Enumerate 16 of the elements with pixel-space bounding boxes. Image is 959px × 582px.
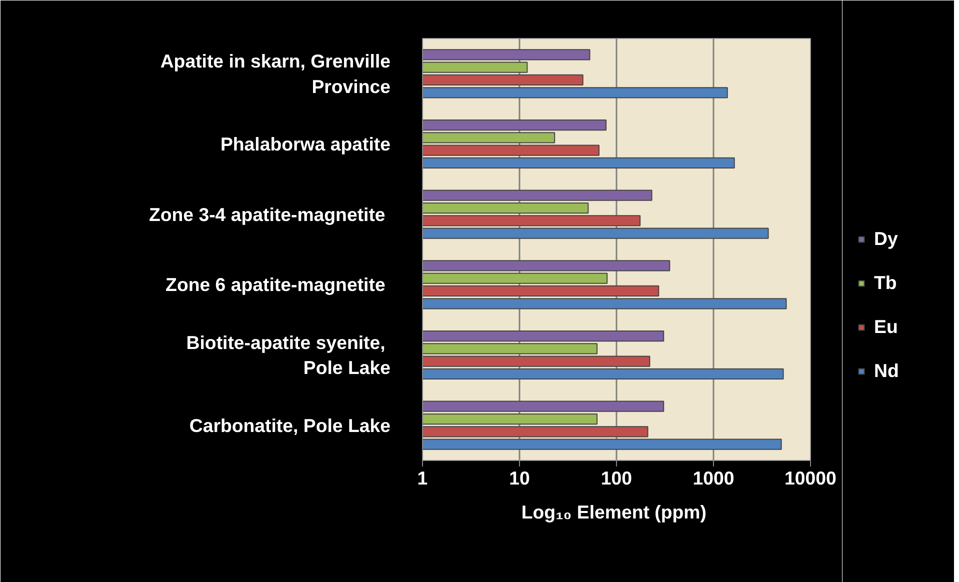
y-tick-label: Phalaborwa apatite (220, 134, 391, 154)
x-tick-label: 100 (600, 468, 632, 488)
legend-label: Tb (874, 272, 898, 294)
legend-label: Eu (874, 316, 899, 338)
x-tick-label: 1000 (692, 468, 734, 488)
x-tick-label: 10000 (784, 468, 836, 488)
y-tick-label: Zone 3-4 apatite-magnetite (148, 204, 386, 225)
y-tick-label: Carbonatite, Pole Lake (189, 414, 391, 436)
x-tick-label: 1 (417, 468, 428, 488)
legend-label: Dy (874, 228, 899, 250)
y-tick-label: Biotite-apatite syenite, Pole Lake (186, 332, 391, 378)
x-axis-title: Log₁₀ Element (ppm) (521, 502, 706, 522)
y-tick-label: Apatite in skarn, Grenville Province (160, 50, 391, 97)
x-tick-label: 10 (509, 468, 530, 488)
legend-label: Nd (874, 360, 900, 382)
y-tick-label: Zone 6 apatite-magnetite (166, 274, 386, 296)
